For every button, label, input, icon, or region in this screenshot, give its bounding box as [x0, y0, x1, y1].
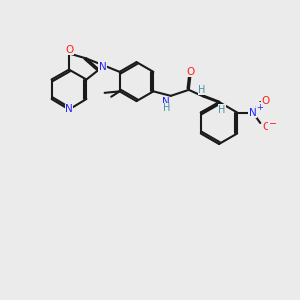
Text: N: N: [249, 107, 257, 118]
Text: H: H: [218, 105, 226, 115]
Text: N: N: [65, 104, 73, 115]
Text: O: O: [262, 122, 270, 132]
Text: O: O: [186, 67, 194, 77]
Text: +: +: [256, 103, 263, 112]
Text: H: H: [163, 103, 170, 113]
Text: N: N: [99, 62, 106, 72]
Text: O: O: [262, 96, 270, 106]
Text: H: H: [198, 85, 206, 95]
Text: O: O: [65, 45, 73, 55]
Text: −: −: [269, 119, 277, 130]
Text: N: N: [162, 98, 170, 107]
